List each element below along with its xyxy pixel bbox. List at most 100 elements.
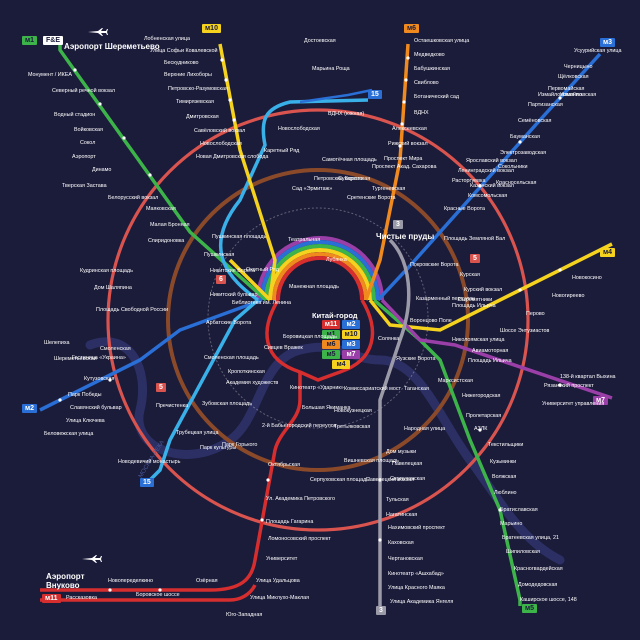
station-dot[interactable] [518, 140, 522, 144]
station-label[interactable]: Волжская [492, 474, 517, 480]
station-label[interactable]: Спиридоновка [148, 238, 185, 244]
station-label[interactable]: Домодедовская [518, 582, 558, 588]
station-dot[interactable] [518, 288, 522, 292]
station-label[interactable]: Достоевская [304, 38, 336, 44]
hub-vnukovo[interactable]: Аэропорт Внуково [46, 572, 85, 590]
station-label[interactable]: Шереметьевская [54, 356, 97, 362]
station-dot[interactable] [98, 102, 102, 106]
station-label[interactable]: Сивцев Вражек [264, 345, 303, 351]
station-label[interactable]: Пречистенка [156, 403, 189, 409]
station-label[interactable]: Арбатские Ворота [206, 320, 252, 326]
station-label[interactable]: Большая Якиманка [302, 405, 351, 411]
station-label[interactable]: Щёлковская [558, 74, 589, 80]
station-dot[interactable] [108, 588, 112, 592]
station-label[interactable]: Университет управления [542, 401, 605, 407]
station-label[interactable]: Народная улица [404, 426, 446, 432]
station-label[interactable]: Новая Дмитровская слобода [196, 154, 269, 160]
station-label[interactable]: 138-й квартал Выхина [560, 374, 616, 380]
station-label[interactable]: Тверская Застава [62, 183, 107, 189]
station-dot[interactable] [558, 383, 562, 387]
line-tag-5-east[interactable]: 5 [470, 254, 480, 263]
station-label[interactable]: Трубецкая улица [176, 430, 219, 436]
station-label[interactable]: Манежная площадь [289, 284, 339, 290]
station-label[interactable]: Казанский вокзал [470, 183, 514, 189]
station-label[interactable]: Парк культуры [200, 445, 237, 451]
station-dot[interactable] [108, 378, 112, 382]
station-label[interactable]: Солянка [378, 336, 400, 342]
station-label[interactable]: Медведково [414, 52, 445, 58]
station-label[interactable]: Площадь Земляной Вал [444, 236, 506, 242]
station-label[interactable]: Яузские Ворота [396, 356, 436, 362]
station-label[interactable]: Театральная [288, 237, 321, 243]
station-label[interactable]: Парк Победы [68, 392, 102, 398]
legend-m11[interactable]: м11 [322, 320, 340, 329]
station-label[interactable]: Дмитровская [186, 114, 219, 120]
station-label[interactable]: Казарменный переулок [416, 296, 475, 302]
station-label[interactable]: Боровское шоссе [136, 592, 180, 598]
station-label[interactable]: 2-й Бабьегородский переулок [262, 423, 337, 429]
station-label[interactable]: Чертановская [388, 556, 423, 562]
line-tag-d1[interactable]: м1 [22, 36, 38, 45]
station-label[interactable]: Монумент / ИКЕА [28, 72, 73, 78]
station-label[interactable]: Кудринская площадь [80, 268, 133, 274]
station-label[interactable]: Пролетарская [466, 413, 502, 419]
station-label[interactable]: Шелепиха [44, 340, 70, 346]
station-label[interactable]: Николоямская улица [452, 337, 505, 343]
station-label[interactable]: Гостиница «Украина» [72, 355, 126, 361]
station-label[interactable]: Площадь Ильича [468, 358, 512, 364]
line-tag-fe[interactable]: F&E [43, 36, 63, 45]
line-tag-6[interactable]: 6 [216, 275, 226, 284]
station-label[interactable]: Каретный Ряд [264, 148, 300, 154]
station-label[interactable]: Вишневская площадь [344, 458, 399, 464]
station-dot[interactable] [158, 588, 162, 592]
station-label[interactable]: Сретенские Ворота [347, 195, 396, 201]
station-label[interactable]: Пушкинская площадь [212, 234, 267, 240]
station-label[interactable]: Братиславская [500, 507, 538, 513]
station-label[interactable]: Кутузовская [84, 376, 115, 382]
station-label[interactable]: Проспект Мира [384, 156, 423, 162]
station-label[interactable]: Каширское шоссе, 148 [520, 597, 577, 603]
station-dot[interactable] [122, 136, 126, 140]
line-tag-m3[interactable]: м3 [600, 38, 616, 47]
station-label[interactable]: Марьино [500, 521, 523, 527]
line-tag-m7[interactable]: м7 [593, 396, 609, 405]
station-label[interactable]: Тургеневская [372, 186, 406, 192]
station-label[interactable]: Охотный Ряд [246, 267, 279, 273]
legend-m6[interactable]: м6 [322, 340, 340, 349]
legend-m10[interactable]: м10 [342, 330, 360, 339]
station-label[interactable]: Перово [526, 311, 545, 317]
line-tag-15-south[interactable]: 15 [140, 478, 154, 487]
station-label[interactable]: Павелецкий вокзал [366, 477, 415, 483]
station-label[interactable]: Черницыно [564, 64, 593, 70]
station-label[interactable]: АЗЛК [474, 426, 488, 432]
station-label[interactable]: Рязанский проспект [544, 383, 594, 389]
station-label[interactable]: Улица Миклухо-Маклая [250, 595, 310, 601]
station-label[interactable]: Аэропорт [72, 154, 96, 160]
legend-m1[interactable]: м1 [322, 330, 340, 339]
station-label[interactable]: Серпуховская [390, 476, 426, 482]
station-dot[interactable] [378, 478, 382, 482]
station-label[interactable]: Кузьминки [490, 459, 517, 465]
station-dot[interactable] [73, 68, 77, 72]
station-label[interactable]: Текстильщики [488, 442, 524, 448]
legend-m2[interactable]: м2 [342, 320, 360, 329]
station-label[interactable]: Новослободская [200, 141, 242, 147]
station-label[interactable]: Академия художеств [226, 380, 279, 386]
hub-chistye-prudy[interactable]: Чистые пруды [376, 232, 435, 241]
station-label[interactable]: Зубовская площадь [202, 401, 252, 407]
station-label[interactable]: Братеевская улица, 21 [502, 535, 560, 541]
station-label[interactable]: Улица Софьи Ковалевской [150, 48, 218, 54]
station-label[interactable]: Новокосино [572, 275, 602, 281]
station-label[interactable]: Верхние Лихоборы [164, 72, 212, 78]
station-label[interactable]: Красные Ворота [444, 206, 486, 212]
station-label[interactable]: Ломоносовский проспект [268, 536, 331, 542]
station-label[interactable]: Измайловская пл. [538, 92, 584, 98]
station-label[interactable]: Дом музыки [386, 449, 417, 455]
station-label[interactable]: Беловежская улица [44, 431, 94, 437]
legend-m4[interactable]: м4 [332, 360, 350, 369]
station-label[interactable]: Савёловский вокзал [194, 128, 246, 134]
station-dot[interactable] [58, 398, 62, 402]
line-tag-3-south[interactable]: 3 [376, 606, 386, 615]
station-label[interactable]: Пушкинская [204, 252, 235, 258]
station-label[interactable]: ВДНХ (южная) [328, 111, 365, 117]
